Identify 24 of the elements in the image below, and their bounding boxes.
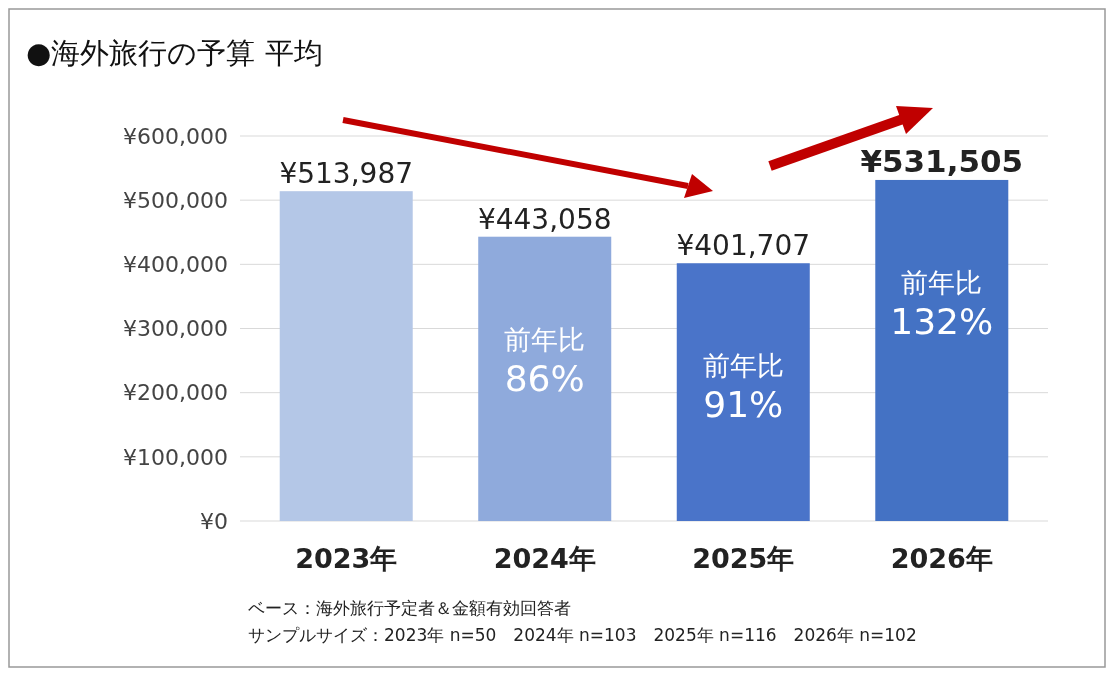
chart-title: ●海外旅行の予算 平均 bbox=[26, 36, 323, 70]
y-tick-label: ¥100,000 bbox=[123, 444, 228, 470]
bar bbox=[676, 263, 810, 521]
y-tick-label: ¥0 bbox=[200, 508, 228, 534]
bar bbox=[875, 179, 1009, 521]
x-tick-label: 2025年 bbox=[692, 543, 795, 574]
x-tick-label: 2026年 bbox=[890, 543, 993, 574]
x-tick-label: 2023年 bbox=[295, 543, 398, 574]
bar bbox=[478, 236, 612, 521]
y-tick-label: ¥600,000 bbox=[123, 123, 228, 149]
text: サンプルサイズ：2023年 n=50 2024年 n=103 2025年 n=116 2026年 n=102 bbox=[248, 625, 917, 645]
data-label: ¥513,987 bbox=[279, 157, 414, 191]
data-label: ¥443,058 bbox=[477, 202, 612, 236]
data-label: ¥531,505 bbox=[860, 142, 1024, 179]
y-tick-label: ¥200,000 bbox=[123, 380, 228, 406]
text: ベース：海外旅行予定者＆金額有効回答者 bbox=[248, 598, 571, 618]
data-label: ¥401,707 bbox=[676, 229, 811, 263]
y-tick-label: ¥300,000 bbox=[123, 316, 228, 342]
annotation: 前年比 91% bbox=[702, 350, 784, 426]
x-tick-label: 2024年 bbox=[493, 543, 596, 574]
y-tick-label: ¥400,000 bbox=[123, 252, 228, 278]
y-tick-label: ¥500,000 bbox=[123, 187, 228, 213]
annotation: 前年比 86% bbox=[504, 323, 586, 399]
annotation: 前年比 132% bbox=[890, 266, 994, 342]
